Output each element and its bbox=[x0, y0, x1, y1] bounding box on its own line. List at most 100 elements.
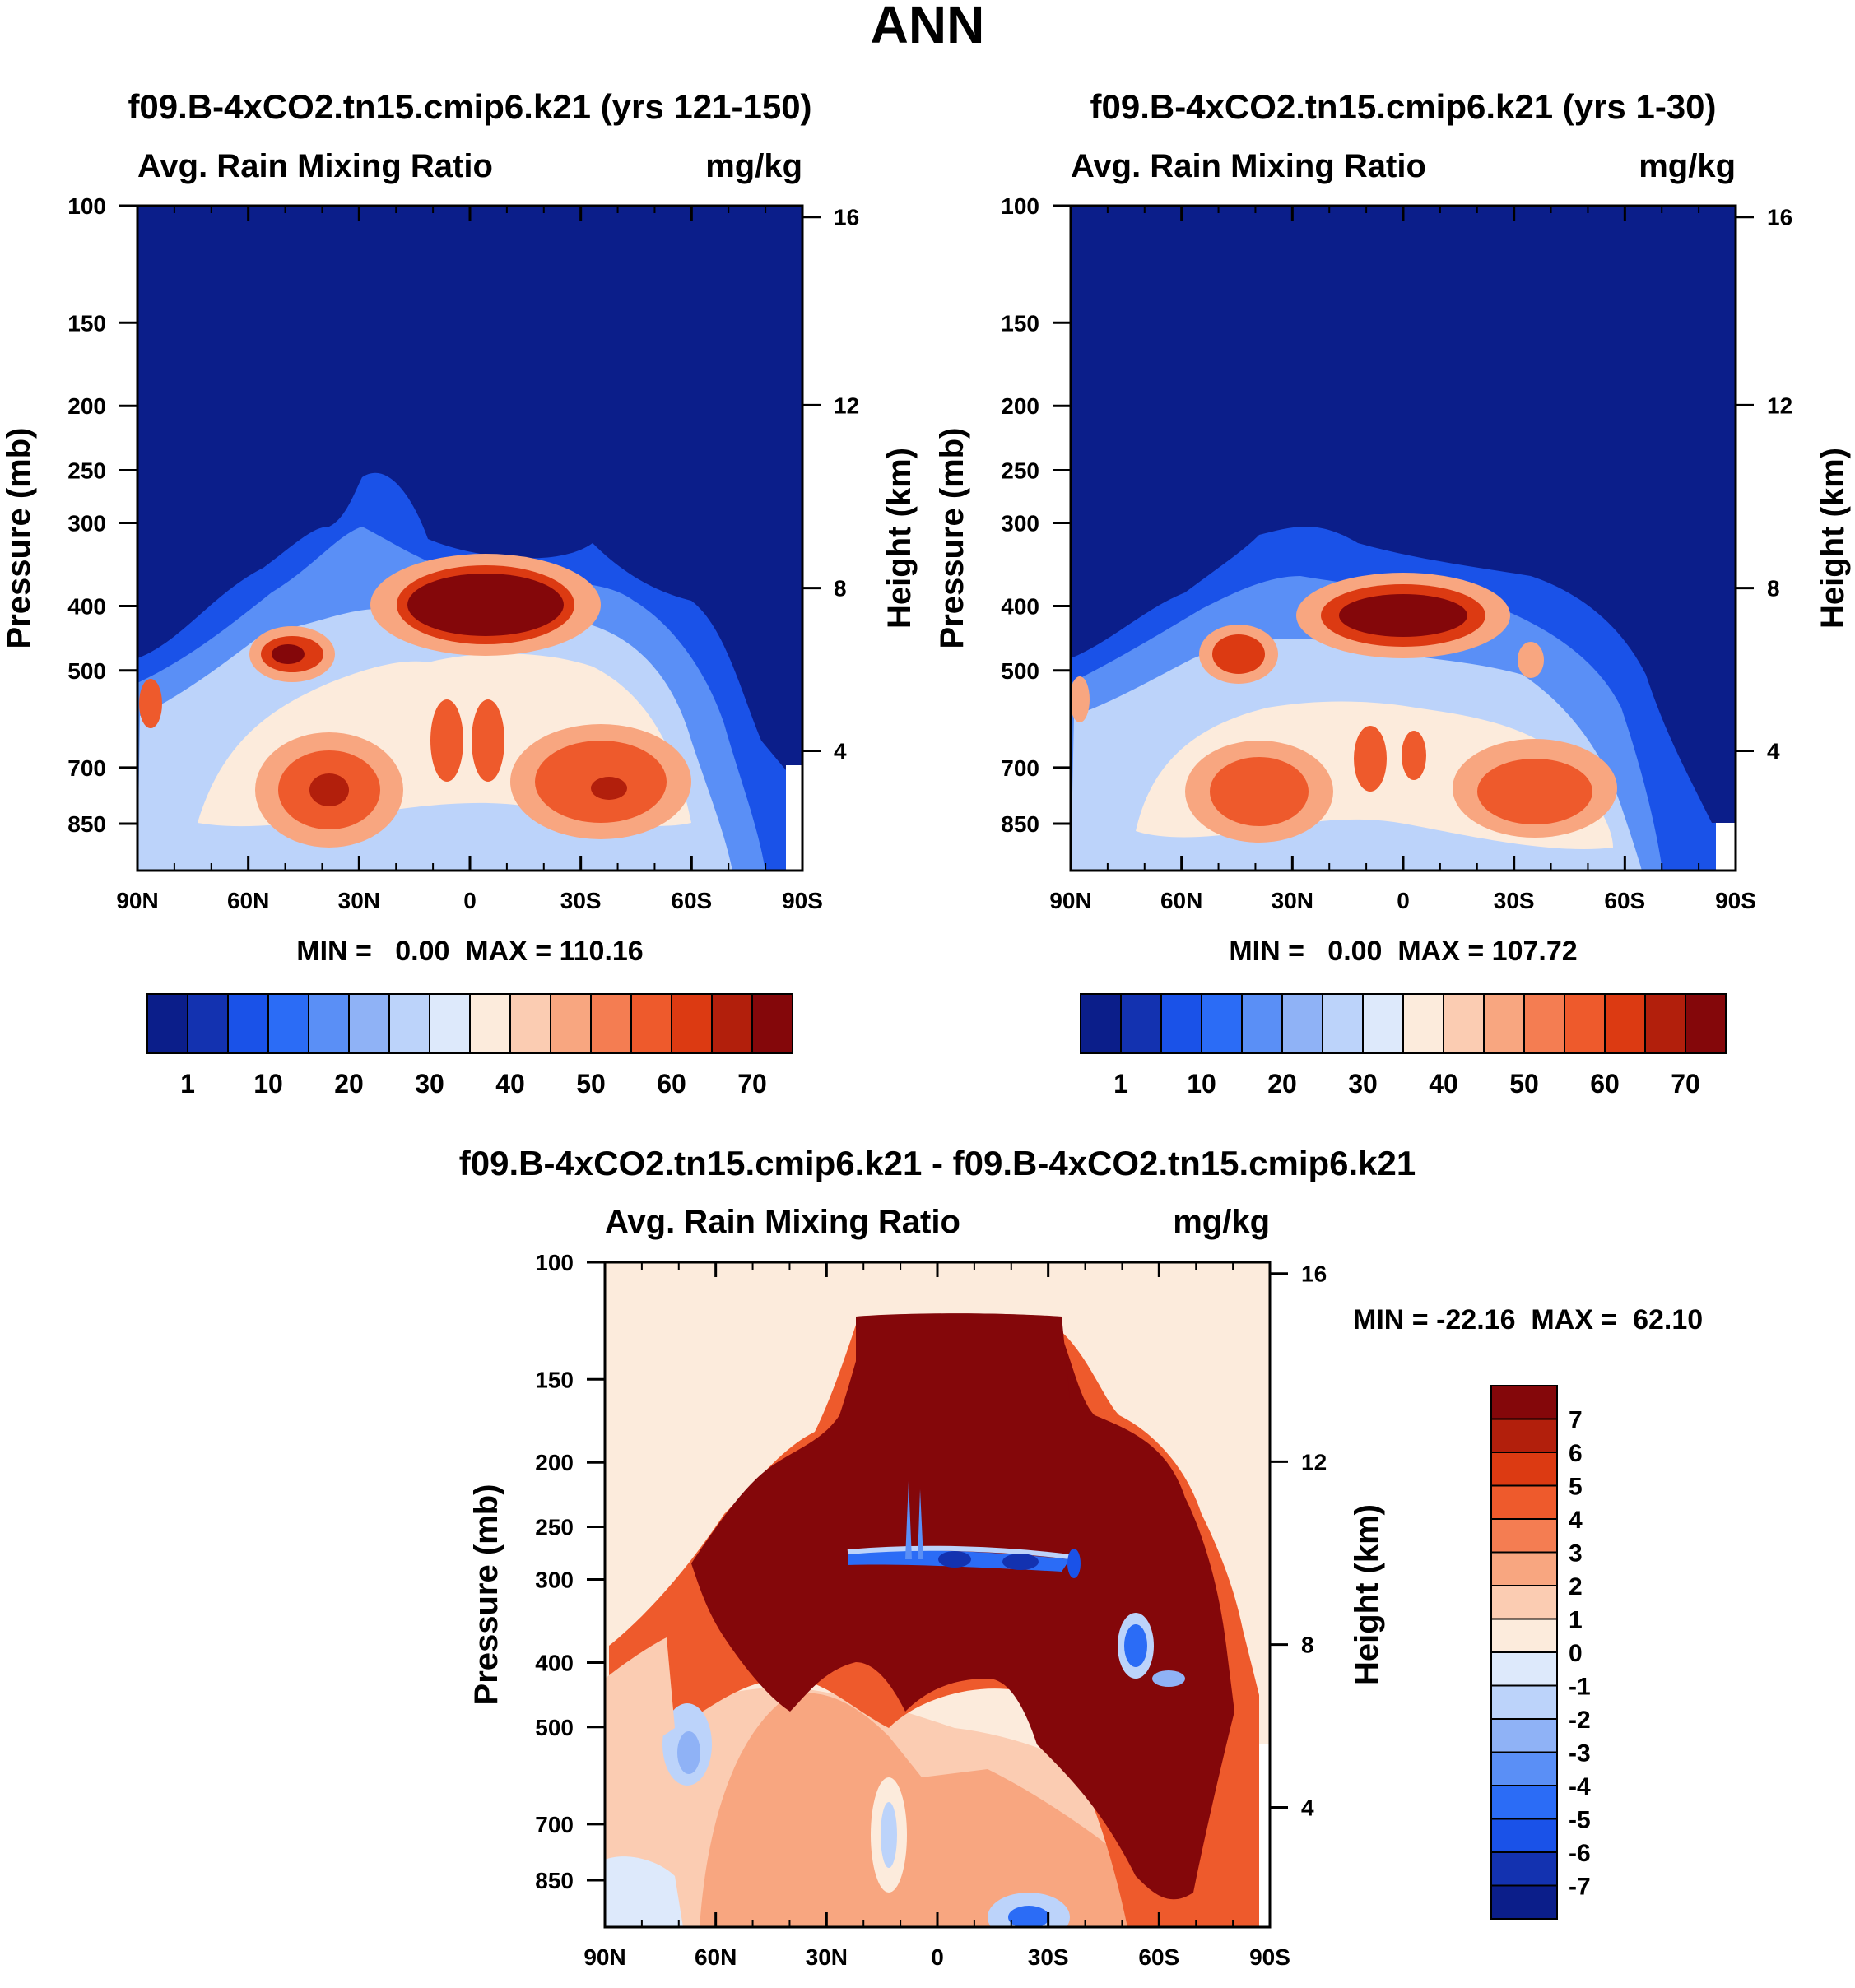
panel-1-x-tick-label: 30S bbox=[560, 888, 602, 913]
panel-3-x-tick-label: 0 bbox=[931, 1944, 944, 1970]
panel-1-field bbox=[137, 206, 802, 871]
panel-1-y-tick-label: 850 bbox=[67, 811, 106, 837]
panel-3-colorbar-swatch bbox=[1490, 1418, 1558, 1453]
figure-title: ANN bbox=[871, 0, 985, 54]
panel-3-x-tick-label: 30N bbox=[806, 1944, 848, 1970]
panel-1-colorbar-label: 60 bbox=[657, 1069, 686, 1099]
panel-2-colorbar-swatch bbox=[1241, 993, 1283, 1054]
panel-2-y-tick-label: 150 bbox=[1001, 310, 1039, 336]
panel-2-colorbar-label: 30 bbox=[1348, 1069, 1378, 1099]
panel-1-y-tick-label: 100 bbox=[67, 193, 106, 219]
panel-1-y-tick-label: 250 bbox=[67, 458, 106, 484]
panel-1-colorbar-swatch bbox=[187, 993, 229, 1054]
panel-2-y-tick-label: 250 bbox=[1001, 458, 1039, 484]
panel-3-colorbar-label: 2 bbox=[1569, 1573, 1583, 1600]
panel-3-colorbar-swatch bbox=[1490, 1518, 1558, 1554]
panel-3-colorbar-swatch bbox=[1490, 1851, 1558, 1887]
panel-2-x-tick-label: 30S bbox=[1494, 888, 1535, 913]
panel-3-colorbar-swatch bbox=[1490, 1452, 1558, 1487]
panel-2-colorbar-swatch bbox=[1160, 993, 1202, 1054]
panel-3-colorbar-swatch bbox=[1490, 1818, 1558, 1853]
panel-2-y-tick-label: 850 bbox=[1001, 811, 1039, 837]
panel-2-field bbox=[1071, 206, 1736, 871]
panel-3-x-tick-label: 60N bbox=[695, 1944, 737, 1970]
panel-2-colorbar-label: 40 bbox=[1429, 1069, 1458, 1099]
panel-3-y2-tick-label: 8 bbox=[1301, 1633, 1314, 1658]
panel-2-axes: 90N 60N 30N 0 30S 60S 90S 100 150 200 250 300 400 500… bbox=[1001, 193, 1792, 913]
panel-2-colorbar-swatch bbox=[1201, 993, 1243, 1054]
panel-2-y2-tick-label: 4 bbox=[1767, 739, 1780, 764]
panel-2-x-tick-label: 0 bbox=[1397, 888, 1410, 913]
panel-1-colorbar-label: 30 bbox=[415, 1069, 444, 1099]
panel-2-colorbar-swatch bbox=[1443, 993, 1485, 1054]
panel-1-colorbar-swatch bbox=[751, 993, 793, 1054]
panel-3-colorbar-swatch bbox=[1490, 1684, 1558, 1720]
panel-2-x-tick-label: 60N bbox=[1160, 888, 1202, 913]
panel-1-colorbar-swatch bbox=[146, 993, 188, 1054]
panel-1-colorbar: 1 10 20 30 40 50 60 70 bbox=[146, 993, 793, 1099]
panel-1-y-tick-label: 150 bbox=[67, 310, 106, 336]
panel-1-colorbar-label: 20 bbox=[334, 1069, 364, 1099]
panel-1-x-tick-label: 0 bbox=[463, 888, 477, 913]
panel-2-y-tick-label: 700 bbox=[1001, 755, 1039, 781]
panel-1-y2-tick-label: 4 bbox=[834, 739, 847, 764]
panel-2-variable: Avg. Rain Mixing Ratio bbox=[1071, 148, 1426, 184]
panel-1-title: f09.B-4xCO2.tn15.cmip6.k21 (yrs 121-150) bbox=[128, 87, 811, 126]
panel-2-colorbar-swatch bbox=[1523, 993, 1565, 1054]
panel-1-colorbar-swatch bbox=[227, 993, 269, 1054]
panel-1-x-tick-label: 90N bbox=[116, 888, 158, 913]
panel-1: f09.B-4xCO2.tn15.cmip6.k21 (yrs 121-150)… bbox=[1, 87, 918, 1099]
panel-3-field bbox=[605, 1262, 1270, 1927]
panel-1-y-tick-label: 300 bbox=[67, 511, 106, 536]
panel-2-colorbar-label: 20 bbox=[1267, 1069, 1297, 1099]
panel-1-y2-tick-label: 8 bbox=[834, 576, 847, 602]
panel-1-colorbar-swatch bbox=[308, 993, 350, 1054]
panel-1-colorbar-swatch bbox=[469, 993, 511, 1054]
panel-1-colorbar-swatch bbox=[550, 993, 592, 1054]
panel-3-units: mg/kg bbox=[1173, 1204, 1270, 1240]
panel-3-colorbar-label: 7 bbox=[1569, 1407, 1583, 1434]
panel-1-x-tick-label: 30N bbox=[338, 888, 380, 913]
panel-1-colorbar-swatch bbox=[267, 993, 309, 1054]
panel-1-x-tick-label: 60N bbox=[227, 888, 269, 913]
panel-1-y-tick-label: 400 bbox=[67, 593, 106, 619]
panel-3-title: f09.B-4xCO2.tn15.cmip6.k21 - f09.B-4xCO2… bbox=[459, 1144, 1416, 1182]
panel-1-y-tick-label: 200 bbox=[67, 393, 106, 419]
panel-1-min-max: MIN = 0.00 MAX = 110.16 bbox=[296, 936, 643, 967]
panel-3-y-tick-label: 150 bbox=[535, 1367, 574, 1392]
panel-3-colorbar-swatch bbox=[1490, 1884, 1558, 1920]
panel-3-colorbar-label: 5 bbox=[1569, 1474, 1583, 1501]
panel-3-colorbar-label: -5 bbox=[1569, 1807, 1591, 1834]
panel-3-axes: 90N 60N 30N 0 30S 60S 90S 100 150 200 250 300 400 500… bbox=[535, 1250, 1327, 1970]
panel-2-x-tick-label: 90N bbox=[1049, 888, 1091, 913]
panel-3-y-tick-label: 300 bbox=[535, 1568, 574, 1593]
panel-3: f09.B-4xCO2.tn15.cmip6.k21 - f09.B-4xCO2… bbox=[459, 1144, 1703, 1970]
panel-2-units: mg/kg bbox=[1639, 148, 1736, 184]
panel-1-x-tick-label: 60S bbox=[671, 888, 712, 913]
panel-2-x-tick-label: 60S bbox=[1604, 888, 1645, 913]
panel-2-y-tick-label: 500 bbox=[1001, 658, 1039, 684]
panel-3-colorbar-label: -1 bbox=[1569, 1674, 1591, 1701]
panel-1-y-tick-label: 700 bbox=[67, 755, 106, 781]
panel-3-colorbar-label: -2 bbox=[1569, 1707, 1591, 1734]
panel-3-y-tick-label: 250 bbox=[535, 1515, 574, 1540]
panel-2: f09.B-4xCO2.tn15.cmip6.k21 (yrs 1-30) Av… bbox=[934, 87, 1851, 1099]
panel-3-y-tick-label: 400 bbox=[535, 1650, 574, 1675]
panel-2-x-tick-label: 90S bbox=[1715, 888, 1756, 913]
panel-3-colorbar-swatch bbox=[1490, 1751, 1558, 1786]
panel-2-y2-axis-label: Height (km) bbox=[1815, 448, 1851, 629]
panel-3-y2-tick-label: 16 bbox=[1301, 1261, 1327, 1287]
panel-1-variable: Avg. Rain Mixing Ratio bbox=[137, 148, 493, 184]
panel-3-x-tick-label: 90S bbox=[1249, 1944, 1290, 1970]
panel-1-y2-tick-label: 16 bbox=[834, 205, 859, 230]
panel-2-colorbar-swatch bbox=[1644, 993, 1686, 1054]
panel-1-colorbar-label: 10 bbox=[253, 1069, 283, 1099]
panel-2-y-tick-label: 300 bbox=[1001, 511, 1039, 536]
panel-3-colorbar-swatch bbox=[1490, 1651, 1558, 1687]
panel-2-colorbar-swatch bbox=[1685, 993, 1727, 1054]
panel-2-y-tick-label: 400 bbox=[1001, 593, 1039, 619]
panel-1-y-tick-label: 500 bbox=[67, 658, 106, 684]
panel-2-colorbar-label: 10 bbox=[1187, 1069, 1216, 1099]
panel-2-colorbar-label: 50 bbox=[1509, 1069, 1539, 1099]
